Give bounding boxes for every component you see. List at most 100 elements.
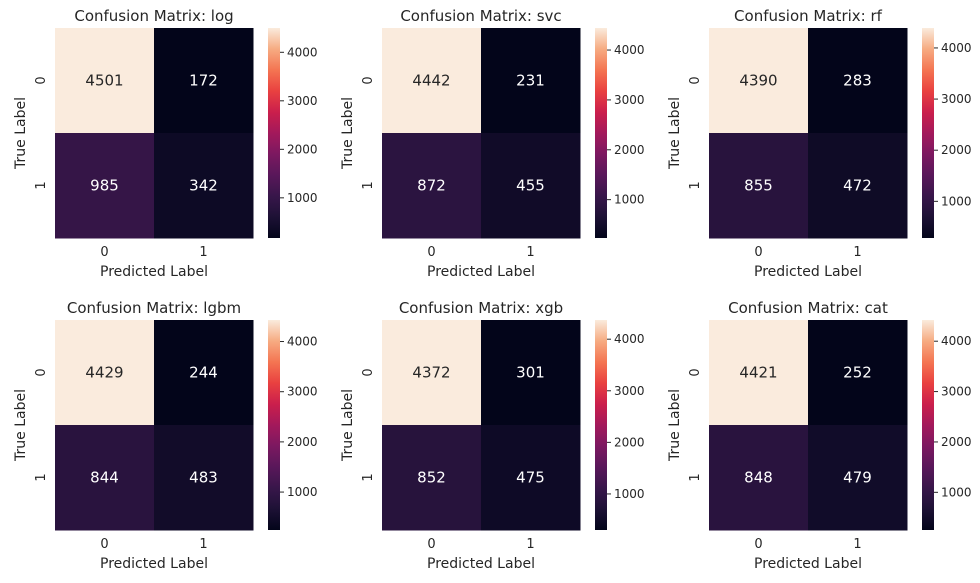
heatmap-cell: [154, 425, 254, 531]
heatmap-cell: [481, 28, 581, 134]
heatmap-cell: [709, 28, 809, 134]
colorbar-tick-label: 1000: [287, 191, 318, 205]
y-tick-label: 0: [361, 76, 376, 84]
x-tick-label: 0: [427, 245, 435, 260]
colorbar-tick-label: 3000: [287, 94, 318, 108]
chart-title: Confusion Matrix: lgbm: [67, 299, 241, 317]
confusion-matrix-panel: 4421 252 848 479 Confusion Matrix: cat 0 1 Pred…: [667, 299, 972, 572]
heatmap-cell: [808, 425, 908, 531]
heatmap-cell: [709, 425, 809, 531]
x-axis-label: Predicted Label: [754, 556, 862, 572]
confusion-matrix-panel: 4372 301 852 475 Confusion Matrix: xgb 0 1 Pred…: [340, 299, 645, 572]
cell-value-label: 283: [843, 72, 872, 90]
colorbar: [922, 320, 934, 530]
heatmap-cell: [55, 28, 155, 134]
heatmap-cell: [808, 133, 908, 239]
y-axis-label: True Label: [667, 97, 683, 170]
heatmap-cell: [382, 425, 482, 531]
x-tick-label: 1: [199, 245, 207, 260]
cell-value-label: 244: [189, 364, 218, 382]
x-axis-label: Predicted Label: [754, 264, 862, 280]
colorbar-tick-label: 4000: [941, 41, 972, 55]
colorbar-tick-label: 1000: [287, 485, 318, 499]
colorbar: [595, 320, 607, 530]
heatmap-cell: [709, 320, 809, 426]
y-tick-label: 0: [34, 368, 49, 376]
colorbar-tick-label: 4000: [287, 335, 318, 349]
chart-title: Confusion Matrix: cat: [728, 299, 888, 317]
y-tick-label: 1: [34, 181, 49, 189]
heatmap-cell: [154, 28, 254, 134]
heatmap-cell: [481, 320, 581, 426]
y-axis-label: True Label: [13, 97, 29, 170]
cell-value-label: 475: [516, 469, 545, 487]
colorbar-tick-label: 2000: [287, 142, 318, 156]
cell-value-label: 4429: [85, 364, 123, 382]
cell-value-label: 252: [843, 364, 872, 382]
confusion-matrix-panel: 4429 244 844 483 Confusion Matrix: lgbm 0 1 Pre…: [13, 299, 318, 572]
x-tick-label: 1: [853, 245, 861, 260]
cell-value-label: 483: [189, 469, 218, 487]
heatmap-cell: [382, 133, 482, 239]
heatmap-cell: [55, 133, 155, 239]
y-tick-label: 0: [688, 76, 703, 84]
colorbar-tick-label: 4000: [614, 43, 645, 57]
colorbar-tick-label: 1000: [614, 487, 645, 501]
y-axis-label: True Label: [667, 389, 683, 462]
y-tick-label: 1: [688, 473, 703, 481]
heatmap-cell: [382, 320, 482, 426]
x-tick-label: 0: [100, 537, 108, 552]
colorbar-tick-label: 3000: [287, 385, 318, 399]
confusion-matrix-panel: 4390 283 855 472 Confusion Matrix: rf 0 1 Predi…: [667, 7, 972, 280]
colorbar-tick-label: 3000: [941, 92, 972, 106]
chart-title: Confusion Matrix: svc: [400, 7, 561, 25]
x-tick-label: 1: [853, 537, 861, 552]
colorbar-tick-label: 4000: [941, 334, 972, 348]
colorbar: [595, 28, 607, 238]
cell-value-label: 231: [516, 72, 545, 90]
y-axis-label: True Label: [340, 389, 356, 462]
y-tick-label: 0: [34, 76, 49, 84]
y-tick-label: 0: [361, 368, 376, 376]
colorbar-tick-label: 2000: [941, 143, 972, 157]
heatmap-cell: [55, 320, 155, 426]
y-tick-label: 1: [688, 181, 703, 189]
cell-value-label: 985: [90, 177, 119, 195]
cell-value-label: 479: [843, 469, 872, 487]
confusion-matrix-panel: 4442 231 872 455 Confusion Matrix: svc 0 1 Pred…: [340, 7, 645, 280]
cell-value-label: 301: [516, 364, 545, 382]
x-tick-label: 1: [199, 537, 207, 552]
cell-value-label: 4421: [739, 364, 777, 382]
cell-value-label: 172: [189, 72, 218, 90]
heatmap-cell: [808, 28, 908, 134]
cell-value-label: 4442: [412, 72, 450, 90]
x-tick-label: 0: [754, 245, 762, 260]
x-tick-label: 1: [526, 245, 534, 260]
y-tick-label: 1: [34, 473, 49, 481]
cell-value-label: 848: [744, 469, 773, 487]
heatmap-cell: [808, 320, 908, 426]
heatmap-cell: [709, 133, 809, 239]
cell-value-label: 4390: [739, 72, 777, 90]
colorbar-tick-label: 3000: [614, 93, 645, 107]
colorbar-tick-label: 4000: [614, 332, 645, 346]
x-tick-label: 0: [100, 245, 108, 260]
cell-value-label: 342: [189, 177, 218, 195]
colorbar-tick-label: 2000: [287, 435, 318, 449]
cell-value-label: 4372: [412, 364, 450, 382]
chart-title: Confusion Matrix: rf: [734, 7, 883, 25]
cell-value-label: 455: [516, 177, 545, 195]
x-axis-label: Predicted Label: [427, 556, 535, 572]
colorbar-tick-label: 1000: [941, 485, 972, 499]
heatmap-cell: [154, 133, 254, 239]
colorbar: [268, 28, 280, 238]
y-tick-label: 1: [361, 473, 376, 481]
x-axis-label: Predicted Label: [100, 556, 208, 572]
confusion-matrix-panel: 4501 172 985 342 Confusion Matrix: log 0 1 Pred…: [13, 7, 318, 280]
x-tick-label: 0: [754, 537, 762, 552]
x-tick-label: 0: [427, 537, 435, 552]
y-axis-label: True Label: [13, 389, 29, 462]
colorbar-tick-label: 2000: [941, 435, 972, 449]
colorbar-tick-label: 3000: [941, 385, 972, 399]
